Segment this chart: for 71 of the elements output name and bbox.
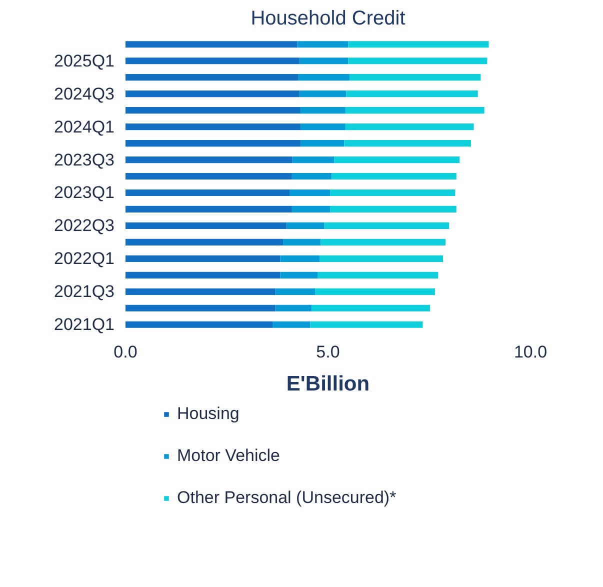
y-tick-label: 2023Q3: [54, 150, 115, 170]
bar: [332, 172, 456, 180]
bar: [348, 41, 489, 48]
y-tick-label: 2021Q1: [54, 315, 115, 334]
bar: [348, 58, 488, 64]
bar: [275, 304, 312, 312]
bar: [345, 107, 484, 114]
x-tick-label: 0.0: [114, 342, 138, 362]
legend-label: Motor Vehicle: [177, 446, 280, 466]
bar: [344, 140, 471, 147]
bar: [324, 222, 450, 230]
bar: [290, 189, 330, 196]
bar: [126, 156, 292, 164]
x-tick-label: 10.0: [514, 342, 548, 362]
bar: [280, 255, 320, 262]
bar: [346, 90, 478, 98]
y-tick-label: 2024Q1: [54, 117, 115, 136]
bar: [126, 107, 300, 114]
bar: [300, 124, 346, 130]
bar: [300, 58, 348, 64]
bar: [126, 124, 300, 130]
bar: [310, 321, 423, 328]
bar: [272, 321, 310, 328]
bar: [126, 189, 290, 196]
bar: [126, 74, 298, 81]
bar: [334, 156, 460, 164]
bar: [126, 140, 300, 147]
bar: [298, 74, 350, 81]
bar: [126, 206, 292, 213]
bar: [320, 238, 446, 246]
y-tick-label: 2021Q3: [54, 282, 115, 302]
bar: [126, 304, 276, 312]
bar: [126, 238, 284, 246]
y-tick-label: 2023Q1: [54, 183, 115, 202]
legend-label: Housing: [177, 404, 240, 424]
bar: [330, 206, 456, 213]
bar: [126, 222, 287, 230]
bar: [286, 222, 324, 230]
y-tick-label: 2024Q3: [54, 84, 115, 104]
bar: [300, 107, 346, 114]
bar: [345, 124, 474, 130]
bar: [126, 288, 276, 295]
bar: [126, 90, 300, 98]
bar: [318, 272, 438, 278]
x-tick-label: 5.0: [316, 342, 340, 362]
bar: [126, 272, 280, 278]
legend-label: Other Personal (Unsecured)*: [177, 488, 396, 508]
bar: [300, 140, 344, 147]
bar: [292, 172, 332, 180]
bar: [280, 272, 318, 278]
bar: [349, 74, 481, 81]
y-tick-label: 2022Q3: [54, 216, 115, 236]
bar: [319, 255, 444, 262]
bar: [126, 41, 298, 48]
bar: [126, 321, 273, 328]
y-tick-label: 2025Q1: [54, 51, 115, 70]
bar: [297, 41, 348, 48]
y-tick-label: 2022Q1: [54, 249, 115, 268]
bar: [315, 288, 435, 295]
bar: [292, 156, 334, 164]
bar: [312, 304, 430, 312]
bar: [126, 255, 280, 262]
bar: [283, 238, 321, 246]
x-axis-title: E'Billion: [286, 372, 370, 396]
bar: [126, 172, 292, 180]
bar: [275, 288, 316, 295]
bar: [292, 206, 330, 213]
bar: [300, 90, 346, 98]
bar: [330, 189, 456, 196]
chart-title: Household Credit: [250, 8, 406, 30]
bar: [126, 58, 300, 64]
